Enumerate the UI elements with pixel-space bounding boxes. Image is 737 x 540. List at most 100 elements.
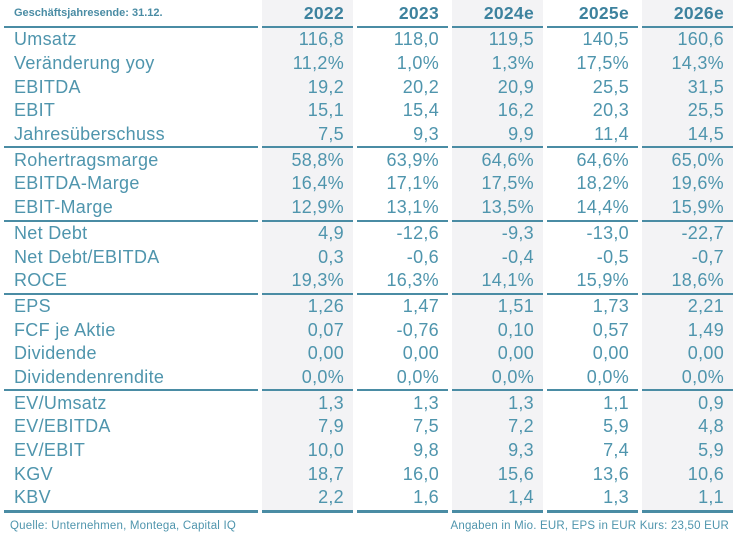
cell-value: 1,3 <box>547 486 638 513</box>
cell-value: -0,4 <box>452 245 543 269</box>
fiscal-year-end-label: Geschäftsjahresende: 31.12. <box>4 0 258 28</box>
cell-value: 19,6% <box>642 172 733 196</box>
cell-value: 7,2 <box>452 415 543 439</box>
cell-value: 15,9% <box>576 270 629 291</box>
cell-value: 16,2 <box>452 99 543 123</box>
table-row: KBV 2,2 1,6 1,4 1,3 1,1 <box>4 486 733 513</box>
cell-value: 1,3 <box>452 389 543 415</box>
row-label: Veränderung yoy <box>14 53 155 74</box>
row-label: EBIT-Marge <box>14 197 114 218</box>
cell-value: 31,5 <box>642 75 733 100</box>
cell-value: 4,9 <box>262 219 353 246</box>
cell-value: 15,6 <box>452 462 543 487</box>
cell-value: 1,26 <box>262 292 353 319</box>
column-header-2022: 2022 <box>262 0 353 28</box>
cell-value: 5,9 <box>603 416 629 437</box>
cell-value: 13,1% <box>386 197 439 218</box>
cell-value: 2,21 <box>642 292 733 319</box>
row-label: KGV <box>14 463 53 484</box>
cell-value: 20,9 <box>452 75 543 100</box>
cell-value: 1,1 <box>642 486 733 513</box>
table-row: EV/EBITDA 7,9 7,5 7,2 5,9 4,8 <box>4 415 733 439</box>
cell-value: 63,9% <box>357 146 448 172</box>
cell-value: 12,9% <box>262 195 353 220</box>
cell-value: 18,2% <box>576 173 629 194</box>
cell-value: 160,6 <box>642 28 733 52</box>
cell-value: 18,7 <box>262 462 353 487</box>
cell-value: -0,5 <box>596 246 629 267</box>
row-label: Rohertragsmarge <box>4 146 258 172</box>
column-header-2023: 2023 <box>357 0 448 28</box>
row-label: EV/Umsatz <box>4 389 258 415</box>
cell-value: 1,1 <box>547 389 638 415</box>
row-label: Net Debt <box>4 219 258 246</box>
cell-value: 7,5 <box>413 416 439 437</box>
cell-value: 19,2 <box>262 75 353 100</box>
row-label: EBITDA-Marge <box>14 173 140 194</box>
cell-value: 7,5 <box>262 122 353 147</box>
cell-value: 0,00 <box>642 341 733 366</box>
cell-value: 13,5% <box>452 195 543 220</box>
cell-value: 18,6% <box>642 268 733 293</box>
row-label: EBITDA <box>14 76 81 97</box>
table-row: EV/EBIT 10,0 9,8 9,3 7,4 5,9 <box>4 438 733 463</box>
header-row: Geschäftsjahresende: 31.12. 2022 2023 2024… <box>4 0 733 28</box>
cell-value: 14,1% <box>452 268 543 293</box>
row-label: EV/EBIT <box>14 440 86 461</box>
cell-value: 0,07 <box>262 318 353 342</box>
cell-value: 20,3 <box>592 100 629 121</box>
row-label: Dividendenrendite <box>14 366 165 387</box>
cell-value: 1,73 <box>547 292 638 319</box>
cell-value: 7,4 <box>603 440 629 461</box>
table-row: Dividendenrendite 0,0% 0,0% 0,0% 0,0% 0,0% <box>4 365 733 390</box>
cell-value: 1,6 <box>357 486 448 513</box>
financials-table: Geschäftsjahresende: 31.12. 2022 2023 2024… <box>4 0 733 513</box>
table-row: EPS 1,26 1,47 1,51 1,73 2,21 <box>4 292 733 319</box>
cell-value: -12,6 <box>357 219 448 246</box>
cell-value: 58,8% <box>262 146 353 173</box>
cell-value: 25,5 <box>592 76 629 97</box>
row-label: KBV <box>4 486 258 513</box>
source-note: Quelle: Unternehmen, Montega, Capital IQ <box>10 519 236 532</box>
cell-value: -0,6 <box>406 246 439 267</box>
cell-value: 1,3 <box>262 389 353 415</box>
cell-value: -13,0 <box>547 219 638 246</box>
units-note: Angaben in Mio. EUR, EPS in EUR Kurs: 23… <box>450 519 729 532</box>
table-row: EBITDA-Marge 16,4% 17,1% 17,5% 18,2% 19,6% <box>4 172 733 196</box>
cell-value: 116,8 <box>262 28 353 52</box>
table-row: Veränderung yoy 11,2% 1,0% 1,3% 17,5% 14,3% <box>4 51 733 76</box>
cell-value: 15,4 <box>402 100 439 121</box>
table-section-0: Umsatz 116,8 118,0 119,5 140,5 160,6 Veränderu… <box>4 28 733 147</box>
table-row: EBIT 15,1 15,4 16,2 20,3 25,5 <box>4 99 733 123</box>
row-label: FCF je Aktie <box>14 319 116 340</box>
table-row: Net Debt/EBITDA 0,3 -0,6 -0,4 -0,5 -0,7 <box>4 245 733 269</box>
cell-value: 10,0 <box>262 438 353 463</box>
cell-value: 16,0 <box>402 463 439 484</box>
cell-value: 0,00 <box>262 341 353 366</box>
row-label: Umsatz <box>14 29 77 50</box>
cell-value: 11,4 <box>594 124 629 145</box>
cell-value: 140,5 <box>582 29 629 50</box>
cell-value: 0,0% <box>586 366 629 387</box>
cell-value: 64,6% <box>547 146 638 172</box>
cell-value: -0,76 <box>396 319 439 340</box>
table-header: Geschäftsjahresende: 31.12. 2022 2023 2024… <box>4 0 733 28</box>
table-row: Umsatz 116,8 118,0 119,5 140,5 160,6 <box>4 28 733 52</box>
cell-value: 0,3 <box>262 245 353 269</box>
cell-value: 14,3% <box>642 51 733 76</box>
cell-value: 7,9 <box>262 415 353 439</box>
cell-value: -0,7 <box>642 245 733 269</box>
row-label: Jahresüberschuss <box>14 124 165 145</box>
table-row: KGV 18,7 16,0 15,6 13,6 10,6 <box>4 462 733 487</box>
cell-value: 4,8 <box>642 415 733 439</box>
cell-value: 0,0% <box>452 365 543 390</box>
cell-value: 19,3% <box>262 268 353 293</box>
cell-value: 1,47 <box>357 292 448 319</box>
cell-value: 65,0% <box>642 146 733 173</box>
cell-value: 17,5% <box>576 53 629 74</box>
table-row: ROCE 19,3% 16,3% 14,1% 15,9% 18,6% <box>4 268 733 293</box>
cell-value: 25,5 <box>642 99 733 123</box>
cell-value: 0,00 <box>592 343 629 364</box>
table-row: Jahresüberschuss 7,5 9,3 9,9 11,4 14,5 <box>4 122 733 147</box>
